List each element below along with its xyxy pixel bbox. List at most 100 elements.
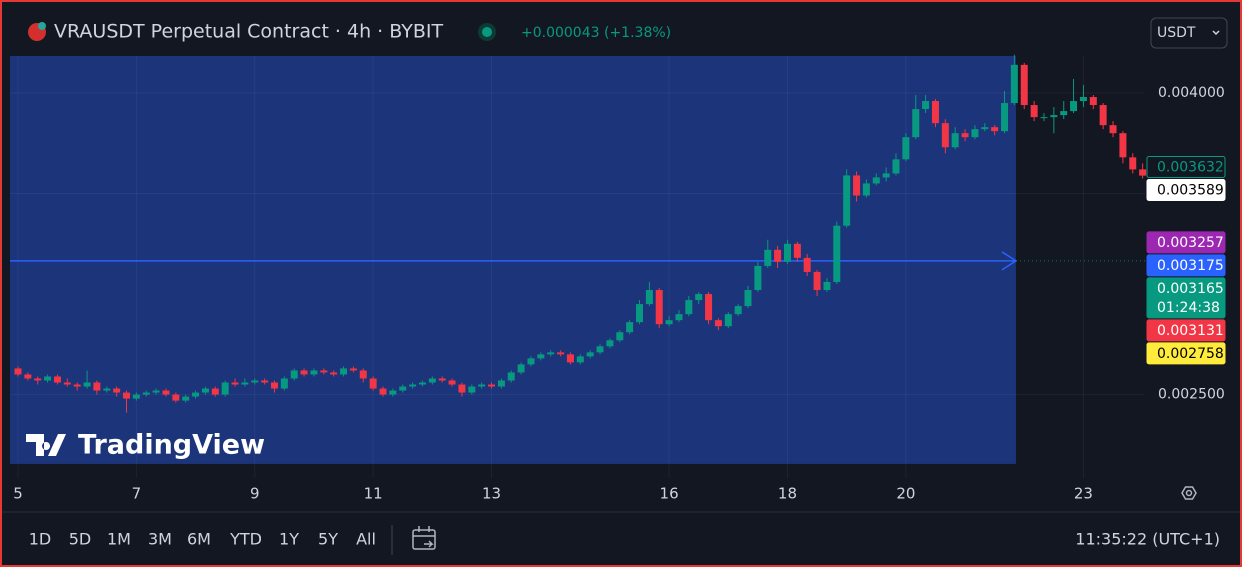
x-tick-label: 7	[132, 485, 142, 503]
candle-body	[241, 382, 249, 385]
dropdown-chevron	[1212, 30, 1220, 36]
candle-body	[1010, 64, 1018, 104]
status-dot	[482, 27, 492, 37]
candle-body	[695, 294, 703, 301]
candle-body	[981, 127, 989, 130]
candle-body	[527, 358, 535, 365]
candle-body	[803, 257, 811, 272]
candle-body	[1050, 115, 1058, 118]
candle-body	[606, 340, 614, 347]
range-button[interactable]: 1M	[107, 530, 131, 549]
price-tag-box	[1146, 231, 1226, 254]
candle-body	[280, 378, 288, 389]
candle-body	[665, 320, 673, 325]
range-button[interactable]: 1Y	[279, 530, 299, 549]
candle-body	[566, 354, 574, 363]
candle-body	[744, 290, 752, 307]
price-tag-box	[1146, 319, 1226, 342]
watermark: TradingView	[78, 430, 265, 461]
candle-body	[458, 384, 466, 393]
candle-body	[1040, 117, 1048, 119]
symbol-logo-badge	[38, 22, 46, 30]
candle-body	[1060, 111, 1068, 116]
candle-body	[1089, 97, 1097, 106]
calendar-body	[412, 529, 436, 550]
candle-body	[616, 332, 624, 341]
range-button[interactable]: 1D	[29, 530, 52, 549]
candle-body	[113, 388, 121, 393]
price-tag-label: 0.003632	[1157, 159, 1224, 175]
date-range-icon[interactable]	[412, 526, 436, 550]
price-tag-box	[1146, 178, 1226, 201]
candle-body	[922, 101, 930, 110]
range-button[interactable]: 5Y	[318, 530, 338, 549]
candle-body	[497, 380, 505, 387]
price-tag-box	[1146, 342, 1226, 365]
candle-body	[1001, 103, 1009, 132]
candle-body	[261, 380, 269, 383]
range-button[interactable]: 3M	[148, 530, 172, 549]
candle-body	[103, 388, 111, 391]
candle-body	[833, 225, 841, 282]
candle-body	[300, 370, 308, 375]
candle-body	[132, 394, 140, 399]
candle-body	[557, 352, 565, 355]
candle-body	[468, 386, 476, 393]
candle-body	[192, 392, 200, 397]
candle-body	[961, 133, 969, 138]
candle-body	[862, 183, 870, 196]
candle-body	[764, 249, 772, 266]
candle-body	[340, 368, 348, 375]
watermark-logo	[26, 434, 66, 456]
price-tag: 0.003175	[1146, 254, 1226, 277]
y-tick-label: 0.004000	[1158, 85, 1225, 101]
range-buttons: 1D 5D 1M 3M 6M YTD 1Y 5Y All	[29, 530, 376, 549]
range-button[interactable]: All	[356, 530, 376, 549]
countdown-label: 01:24:38	[1157, 300, 1220, 316]
calendar-lines	[413, 526, 435, 548]
candle-body	[655, 290, 663, 325]
candle-body	[823, 281, 831, 291]
symbol-title: VRAUSDT Perpetual Contract · 4h · BYBIT	[54, 21, 443, 43]
candle-body	[290, 370, 298, 379]
shaded-range	[10, 56, 1016, 464]
candle-body	[211, 388, 219, 395]
candle-body	[675, 314, 683, 321]
x-tick-label: 13	[482, 485, 501, 503]
candle-body	[853, 175, 861, 196]
price-tag: 0.003131	[1146, 319, 1226, 342]
price-tag-label: 0.003175	[1157, 258, 1224, 274]
candle-body	[774, 249, 782, 262]
candle-body	[418, 382, 426, 385]
candle-body	[122, 392, 130, 399]
candle-body	[251, 380, 259, 383]
candle-body	[636, 304, 644, 323]
price-tag: 0.002758	[1146, 342, 1226, 365]
price-tag-box	[1146, 254, 1226, 277]
price-tag: 0.003165 01:24:38	[1146, 277, 1226, 319]
candle-body	[389, 390, 397, 395]
candle-body	[14, 368, 22, 375]
candle-body	[843, 175, 851, 226]
x-tick-label: 16	[660, 485, 679, 503]
currency-select[interactable]	[1150, 17, 1228, 49]
candle-body	[1030, 105, 1038, 118]
candle-body	[83, 382, 91, 387]
candle-body	[734, 306, 742, 315]
x-tick-label: 9	[250, 485, 260, 503]
candle-body	[359, 370, 367, 379]
range-button[interactable]: 5D	[69, 530, 92, 549]
candle-body	[182, 396, 190, 401]
range-button[interactable]: YTD	[229, 530, 262, 549]
candle-body	[24, 374, 32, 379]
candle-body	[793, 243, 801, 258]
x-tick-label: 18	[778, 485, 797, 503]
candle-body	[53, 376, 61, 383]
candle-body	[428, 378, 436, 383]
candle-body	[201, 388, 209, 393]
range-button[interactable]: 6M	[187, 530, 211, 549]
settings-icon[interactable]	[1181, 486, 1197, 500]
clock[interactable]: 11:35:22 (UTC+1)	[1075, 530, 1220, 549]
candle-body	[892, 159, 900, 174]
